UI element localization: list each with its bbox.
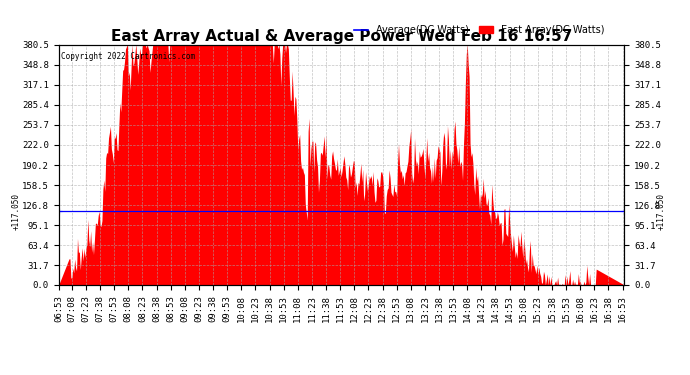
Title: East Array Actual & Average Power Wed Feb 16 16:57: East Array Actual & Average Power Wed Fe… bbox=[111, 29, 572, 44]
Text: +117.050: +117.050 bbox=[12, 193, 21, 230]
Text: +117.050: +117.050 bbox=[657, 193, 666, 230]
Legend: Average(DC Watts), East Array(DC Watts): Average(DC Watts), East Array(DC Watts) bbox=[350, 21, 609, 39]
Text: Copyright 2022 Cartronics.com: Copyright 2022 Cartronics.com bbox=[61, 52, 195, 61]
